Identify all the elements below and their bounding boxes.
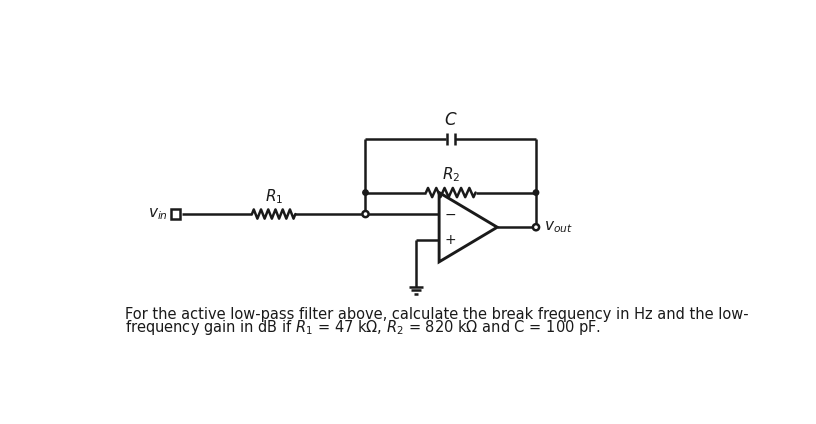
Text: $R_1$: $R_1$: [264, 187, 283, 206]
Circle shape: [363, 190, 368, 195]
Text: $+$: $+$: [444, 233, 456, 247]
Text: $C$: $C$: [444, 112, 458, 129]
Text: For the active low-pass filter above, calculate the break frequency in Hz and th: For the active low-pass filter above, ca…: [125, 307, 749, 322]
Circle shape: [533, 224, 539, 230]
Circle shape: [534, 190, 539, 195]
Circle shape: [362, 211, 369, 217]
Text: $v_{out}$: $v_{out}$: [543, 219, 573, 235]
Text: $R_2$: $R_2$: [441, 165, 460, 184]
Text: $-$: $-$: [444, 207, 456, 221]
Text: frequency gain in dB if $R_1$ = 47 k$\Omega$, $R_2$ = 820 k$\Omega$ and C = 100 : frequency gain in dB if $R_1$ = 47 k$\Om…: [125, 318, 601, 338]
Bar: [171, 209, 180, 219]
Text: $v_{in}$: $v_{in}$: [148, 206, 168, 222]
